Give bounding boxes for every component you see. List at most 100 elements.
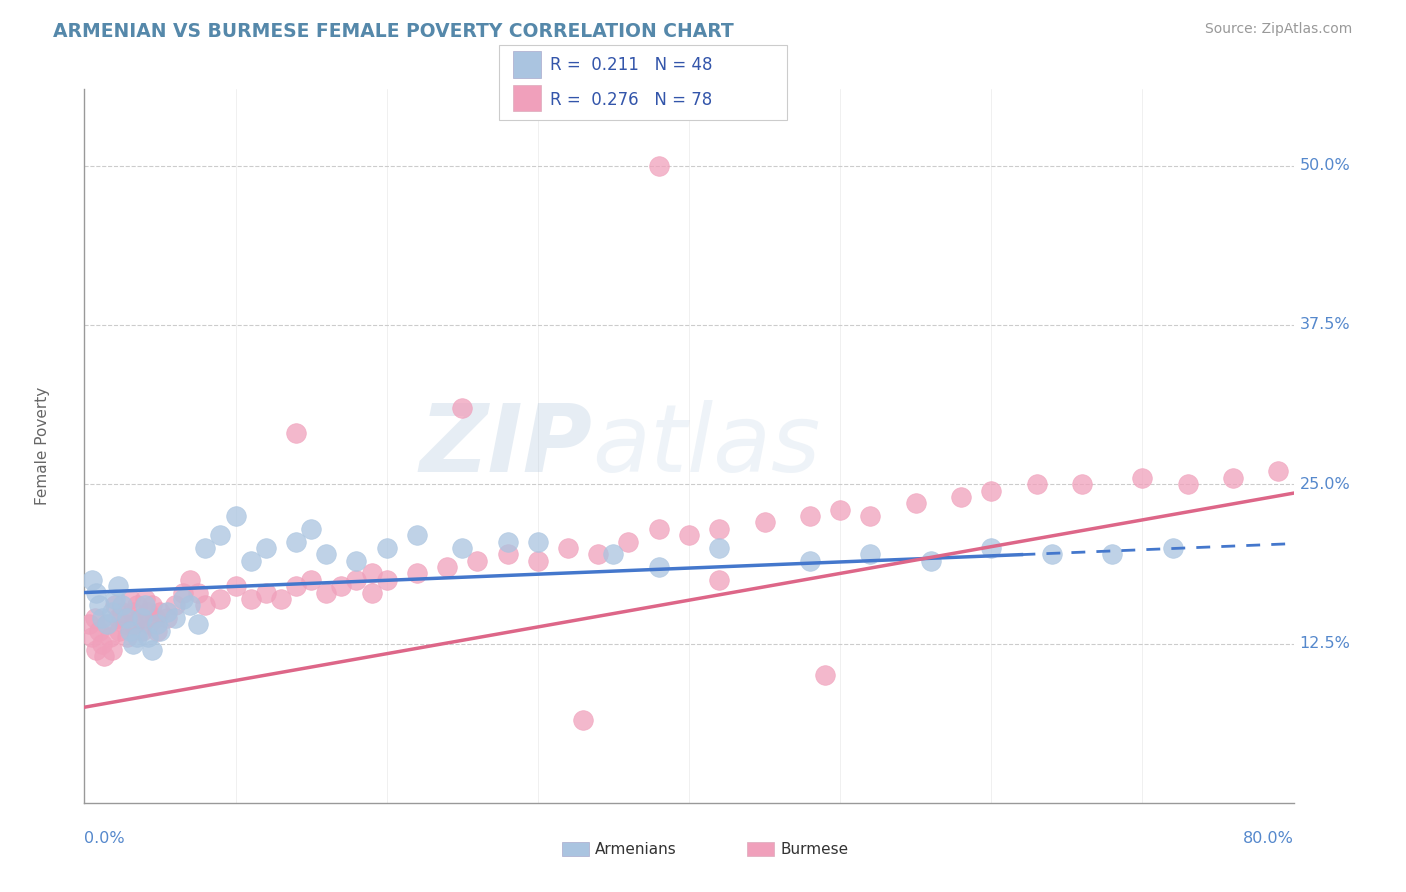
Text: 50.0%: 50.0% bbox=[1299, 158, 1350, 173]
Point bbox=[270, 591, 292, 606]
Point bbox=[904, 496, 927, 510]
Point bbox=[678, 528, 700, 542]
Point bbox=[315, 547, 337, 561]
Point bbox=[134, 591, 156, 606]
Text: R =  0.211   N = 48: R = 0.211 N = 48 bbox=[550, 56, 713, 74]
Point bbox=[799, 554, 821, 568]
Point bbox=[1130, 471, 1153, 485]
Text: Female Poverty: Female Poverty bbox=[35, 387, 49, 505]
Point bbox=[1161, 541, 1184, 555]
Point bbox=[1040, 547, 1063, 561]
Point bbox=[136, 630, 159, 644]
Point bbox=[145, 611, 167, 625]
Point bbox=[980, 483, 1002, 498]
Point bbox=[254, 585, 277, 599]
Point bbox=[648, 159, 671, 173]
Point bbox=[859, 509, 882, 524]
Point bbox=[129, 611, 152, 625]
Point bbox=[209, 591, 232, 606]
Point bbox=[96, 617, 118, 632]
Point bbox=[84, 611, 107, 625]
Point bbox=[127, 630, 149, 644]
Point bbox=[136, 605, 159, 619]
Text: 37.5%: 37.5% bbox=[1299, 318, 1350, 333]
Point bbox=[496, 547, 519, 561]
Point bbox=[1267, 465, 1289, 479]
Point bbox=[115, 611, 138, 625]
Point bbox=[86, 643, 108, 657]
Text: atlas: atlas bbox=[592, 401, 821, 491]
Point bbox=[121, 636, 143, 650]
Point bbox=[209, 528, 232, 542]
Point bbox=[187, 585, 209, 599]
Point bbox=[239, 554, 262, 568]
Point bbox=[920, 554, 942, 568]
Point bbox=[239, 591, 262, 606]
Point bbox=[799, 509, 821, 524]
Point bbox=[980, 541, 1002, 555]
Point bbox=[156, 611, 179, 625]
Point bbox=[107, 611, 129, 625]
Point bbox=[122, 617, 145, 632]
Point bbox=[451, 401, 474, 415]
Point bbox=[285, 534, 308, 549]
Point bbox=[96, 617, 118, 632]
Text: Burmese: Burmese bbox=[780, 842, 849, 856]
Point bbox=[299, 522, 322, 536]
Point bbox=[602, 547, 624, 561]
Point bbox=[194, 599, 217, 613]
Point bbox=[91, 636, 114, 650]
Point bbox=[1101, 547, 1123, 561]
Point bbox=[375, 573, 398, 587]
Point bbox=[315, 585, 337, 599]
Point bbox=[80, 630, 103, 644]
Point bbox=[406, 566, 429, 581]
Point bbox=[149, 605, 172, 619]
Point bbox=[108, 624, 131, 638]
Point bbox=[299, 573, 322, 587]
Text: 25.0%: 25.0% bbox=[1299, 476, 1350, 491]
Point bbox=[360, 585, 382, 599]
Point bbox=[77, 617, 100, 632]
Point bbox=[375, 541, 398, 555]
Point bbox=[467, 554, 489, 568]
Point bbox=[107, 579, 129, 593]
Point bbox=[146, 617, 169, 632]
Point bbox=[360, 566, 382, 581]
Point bbox=[165, 599, 187, 613]
Point bbox=[172, 585, 194, 599]
Point bbox=[165, 611, 187, 625]
Point bbox=[346, 573, 368, 587]
Point bbox=[648, 522, 671, 536]
Point bbox=[118, 624, 141, 638]
Point bbox=[709, 541, 731, 555]
Point bbox=[98, 630, 121, 644]
Point bbox=[115, 630, 138, 644]
Point bbox=[93, 649, 115, 664]
Point bbox=[179, 599, 201, 613]
Point bbox=[187, 617, 209, 632]
Point bbox=[814, 668, 837, 682]
Point bbox=[830, 502, 852, 516]
Point bbox=[131, 611, 153, 625]
Point bbox=[86, 585, 108, 599]
Point bbox=[111, 599, 134, 613]
Point bbox=[346, 554, 368, 568]
Text: R =  0.276   N = 78: R = 0.276 N = 78 bbox=[550, 91, 711, 109]
Point bbox=[950, 490, 973, 504]
Point bbox=[118, 591, 141, 606]
Point bbox=[225, 509, 247, 524]
Point bbox=[527, 534, 550, 549]
Point bbox=[141, 643, 163, 657]
Point bbox=[436, 560, 458, 574]
Text: Source: ZipAtlas.com: Source: ZipAtlas.com bbox=[1205, 22, 1353, 37]
Point bbox=[557, 541, 579, 555]
Text: 12.5%: 12.5% bbox=[1299, 636, 1350, 651]
Point bbox=[527, 554, 550, 568]
Point bbox=[149, 624, 172, 638]
Point bbox=[127, 599, 149, 613]
Point bbox=[1177, 477, 1199, 491]
Text: ARMENIAN VS BURMESE FEMALE POVERTY CORRELATION CHART: ARMENIAN VS BURMESE FEMALE POVERTY CORRE… bbox=[53, 22, 734, 41]
Point bbox=[100, 605, 122, 619]
Point bbox=[617, 534, 640, 549]
